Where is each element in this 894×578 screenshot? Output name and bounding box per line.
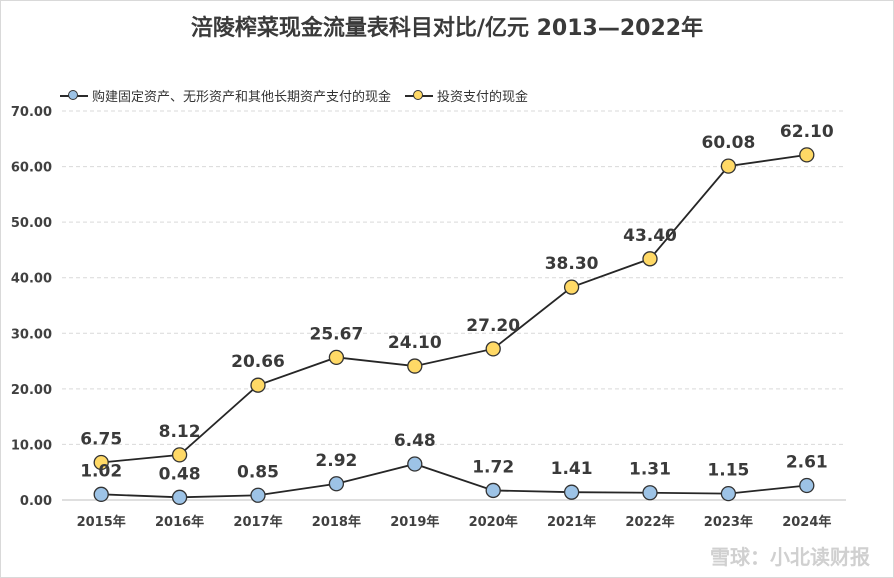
data-label-0: 2.61 <box>786 452 828 472</box>
y-tick-label: 30.00 <box>11 327 52 342</box>
x-tick-label: 2016年 <box>155 514 204 530</box>
data-point-1 <box>799 147 815 163</box>
data-point-0 <box>171 489 188 505</box>
data-point-0 <box>328 476 345 492</box>
data-label-1: 38.30 <box>545 254 599 274</box>
series-line-1 <box>101 154 807 464</box>
data-point-1 <box>407 358 423 374</box>
data-point-1 <box>563 279 580 295</box>
data-label-1: 20.66 <box>231 352 285 372</box>
x-tick-label: 2015年 <box>77 514 126 530</box>
data-point-1 <box>171 447 188 463</box>
y-tick-label: 60.00 <box>11 161 52 176</box>
y-tick-label: 0.00 <box>20 494 52 509</box>
y-tick-label: 70.00 <box>11 105 52 120</box>
data-label-0: 0.85 <box>237 462 279 482</box>
data-label-0: 0.48 <box>159 464 201 484</box>
y-tick-label: 50.00 <box>11 216 52 231</box>
series-line-0 <box>101 463 807 499</box>
data-label-1: 60.08 <box>702 133 756 153</box>
chart-legend: 购建固定资产、无形资产和其他长期资产支付的现金 投资支付的现金 <box>60 86 542 105</box>
x-tick-label: 2022年 <box>625 514 674 530</box>
data-label-1: 43.40 <box>623 226 677 246</box>
data-point-0 <box>250 487 266 503</box>
data-point-1 <box>328 349 345 365</box>
data-label-0: 1.72 <box>472 457 514 477</box>
data-label-1: 62.10 <box>780 122 834 142</box>
data-point-0 <box>563 484 580 500</box>
data-label-0: 1.02 <box>80 461 122 481</box>
data-label-0: 6.48 <box>394 431 436 451</box>
data-point-1 <box>250 377 266 393</box>
data-label-1: 25.67 <box>310 324 364 344</box>
data-point-0 <box>485 482 501 499</box>
data-point-0 <box>93 486 109 502</box>
x-tick-label: 2020年 <box>469 514 518 530</box>
legend-label-capex: 购建固定资产、无形资产和其他长期资产支付的现金 <box>92 90 392 105</box>
data-point-0 <box>642 485 658 501</box>
data-label-0: 2.92 <box>315 451 357 471</box>
data-label-1: 24.10 <box>388 333 442 353</box>
chart-title: 涪陵榨菜现金流量表科目对比/亿元 2013—2022年 <box>190 16 704 41</box>
data-label-0: 1.31 <box>629 460 671 480</box>
legend-marker-capex <box>60 89 88 103</box>
data-point-1 <box>642 251 658 267</box>
x-tick-label: 2021年 <box>547 514 596 530</box>
data-label-1: 8.12 <box>159 422 201 442</box>
data-point-0 <box>720 485 737 502</box>
x-tick-label: 2018年 <box>312 514 361 530</box>
data-label-1: 6.75 <box>80 429 122 449</box>
x-tick-label: 2023年 <box>704 514 753 530</box>
legend-item-investment: 投资支付的现金 <box>405 86 528 105</box>
y-tick-label: 20.00 <box>11 383 52 398</box>
watermark: 雪球：小北读财报 <box>710 545 870 569</box>
data-label-0: 1.41 <box>551 459 593 479</box>
data-point-1 <box>485 341 501 357</box>
data-label-0: 1.15 <box>707 461 749 481</box>
y-tick-label: 40.00 <box>11 272 52 287</box>
legend-item-capex: 购建固定资产、无形资产和其他长期资产支付的现金 <box>60 86 391 105</box>
legend-marker-investment <box>405 89 434 103</box>
x-tick-label: 2017年 <box>233 514 282 530</box>
data-point-1 <box>720 158 737 174</box>
data-label-1: 27.20 <box>466 316 520 336</box>
data-point-0 <box>407 456 423 472</box>
x-tick-label: 2019年 <box>390 514 439 530</box>
x-tick-label: 2024年 <box>782 514 831 530</box>
y-tick-label: 10.00 <box>11 438 52 453</box>
data-point-1 <box>93 454 109 471</box>
data-point-0 <box>799 477 815 494</box>
legend-label-investment: 投资支付的现金 <box>437 90 529 105</box>
